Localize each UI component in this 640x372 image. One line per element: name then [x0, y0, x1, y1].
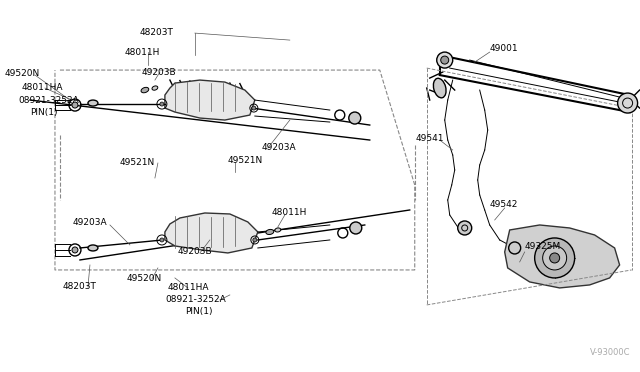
Text: 49325M: 49325M [525, 243, 561, 251]
Ellipse shape [88, 100, 98, 106]
Text: PIN(1): PIN(1) [30, 108, 58, 116]
Text: 48011H: 48011H [125, 48, 160, 57]
Ellipse shape [275, 228, 281, 232]
Text: 48203T: 48203T [140, 28, 174, 36]
Text: 49521N: 49521N [120, 157, 155, 167]
Circle shape [349, 112, 361, 124]
Circle shape [618, 93, 637, 113]
Circle shape [458, 221, 472, 235]
Circle shape [509, 242, 521, 254]
Circle shape [436, 52, 452, 68]
Circle shape [534, 238, 575, 278]
Text: 49520N: 49520N [5, 68, 40, 78]
Text: 49542: 49542 [490, 201, 518, 209]
Text: 49203B: 49203B [142, 68, 177, 77]
Circle shape [160, 238, 164, 242]
Text: 08921-3252A: 08921-3252A [18, 96, 79, 105]
Text: 49541: 49541 [416, 134, 444, 142]
Text: 49001: 49001 [490, 44, 518, 52]
Text: 08921-3252A: 08921-3252A [165, 295, 226, 304]
Text: 48011H: 48011H [272, 208, 307, 218]
Text: 48203T: 48203T [63, 282, 97, 291]
Ellipse shape [433, 78, 446, 98]
Ellipse shape [88, 245, 98, 251]
Ellipse shape [141, 87, 148, 93]
Circle shape [441, 56, 449, 64]
Circle shape [550, 253, 559, 263]
Circle shape [160, 102, 164, 106]
Text: 49203A: 49203A [262, 142, 296, 151]
Text: 48011HA: 48011HA [168, 283, 209, 292]
Circle shape [543, 246, 566, 270]
Text: V-93000C: V-93000C [589, 349, 630, 357]
Ellipse shape [266, 230, 274, 234]
Circle shape [253, 238, 257, 242]
Text: 48011HA: 48011HA [22, 83, 63, 92]
Circle shape [72, 247, 78, 253]
Ellipse shape [152, 86, 158, 90]
Circle shape [350, 222, 362, 234]
Polygon shape [165, 80, 255, 120]
Circle shape [252, 106, 256, 110]
Circle shape [72, 102, 78, 108]
Text: 49203B: 49203B [178, 247, 212, 256]
Polygon shape [505, 225, 620, 288]
Text: PIN(1): PIN(1) [185, 307, 212, 317]
Polygon shape [165, 213, 258, 253]
Text: 49520N: 49520N [127, 275, 162, 283]
Text: 49203A: 49203A [73, 218, 108, 227]
Text: 49521N: 49521N [228, 155, 263, 164]
